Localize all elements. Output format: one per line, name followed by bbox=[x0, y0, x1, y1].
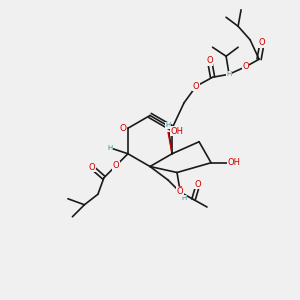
Text: O: O bbox=[88, 163, 95, 172]
Text: O: O bbox=[259, 38, 266, 47]
Text: OH: OH bbox=[170, 127, 183, 136]
Text: O: O bbox=[206, 56, 213, 65]
Text: O: O bbox=[242, 62, 249, 71]
Text: H: H bbox=[182, 195, 187, 201]
Text: H: H bbox=[165, 122, 170, 128]
Text: O: O bbox=[195, 180, 201, 189]
Text: OH: OH bbox=[227, 158, 240, 167]
Text: O: O bbox=[193, 82, 200, 91]
Text: O: O bbox=[120, 124, 127, 133]
Text: H: H bbox=[107, 145, 112, 151]
Text: O: O bbox=[177, 186, 183, 195]
Text: H: H bbox=[226, 71, 232, 77]
Text: O: O bbox=[177, 188, 183, 196]
Text: O: O bbox=[112, 161, 119, 170]
